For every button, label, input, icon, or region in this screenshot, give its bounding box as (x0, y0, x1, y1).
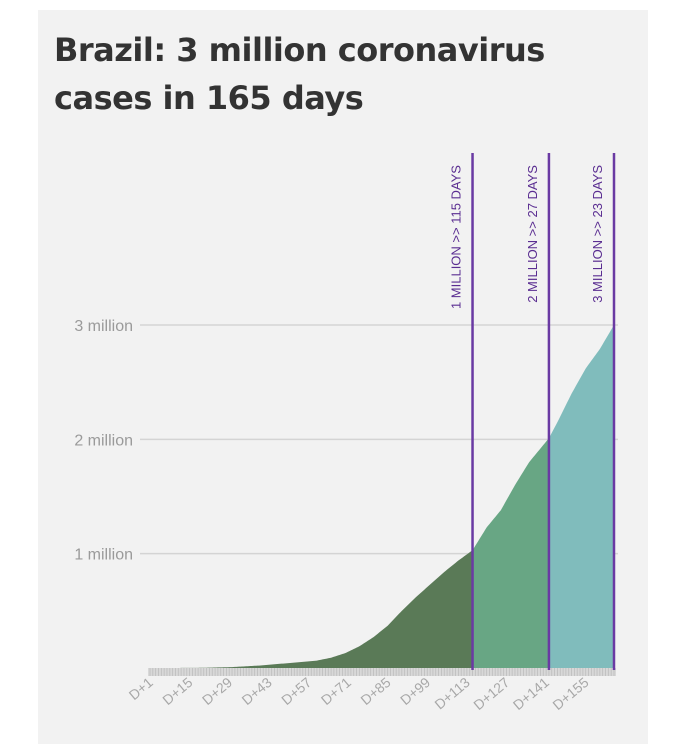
area-segment-3 (548, 325, 614, 668)
area-segment-2 (472, 438, 549, 668)
x-axis (148, 668, 616, 676)
chart-title: Brazil: 3 million coronavirus cases in 1… (54, 31, 545, 117)
x-tick-label: D+57 (278, 674, 314, 708)
milestone-label-1: 1 MILLION >> 115 DAYS (449, 165, 464, 309)
x-tick-label: D+113 (431, 674, 473, 712)
area-segment-1 (150, 550, 473, 668)
x-tick-label: D+71 (318, 674, 354, 708)
x-tick-label: D+1 (126, 674, 156, 703)
x-tick-label: D+85 (357, 674, 393, 708)
x-tick-label: D+15 (159, 674, 195, 708)
x-tick-label: D+155 (549, 674, 591, 713)
y-tick-label: 1 million (74, 547, 133, 564)
y-tick-label: 2 million (74, 432, 133, 449)
x-tick-label: D+141 (510, 674, 552, 713)
x-tick-label: D+29 (199, 674, 235, 708)
x-tick-label: D+99 (397, 674, 433, 708)
milestone-markers: 1 MILLION >> 115 DAYS 2 MILLION >> 27 DAY… (449, 153, 616, 670)
milestone-label-2: 2 MILLION >> 27 DAYS (525, 165, 540, 303)
x-tick-label: D+43 (239, 674, 275, 708)
milestone-label-3: 3 MILLION >> 23 DAYS (590, 165, 605, 303)
y-tick-label: 3 million (74, 318, 133, 335)
x-tick-label: D+127 (470, 674, 512, 713)
area-segments (150, 325, 614, 668)
